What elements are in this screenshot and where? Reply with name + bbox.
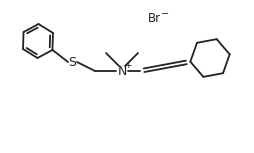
Text: Br: Br (148, 11, 161, 24)
Text: S: S (68, 56, 76, 69)
Text: N: N (117, 65, 127, 78)
Text: +: + (124, 60, 132, 69)
Text: −: − (161, 9, 169, 19)
